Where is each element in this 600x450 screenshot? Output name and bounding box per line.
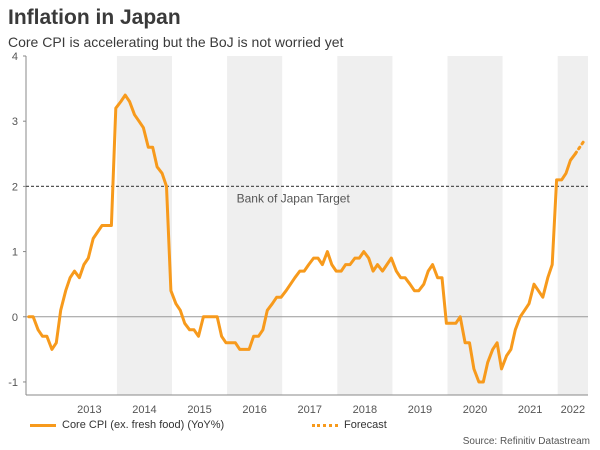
tick-labels: -1 0 1 2 3 4 2013 2014 2015 2016 2017 2018 2019 2020 2…: [8, 51, 585, 416]
year-band-2018: [337, 56, 393, 395]
year-band-2014: [116, 56, 173, 395]
legend-item-forecast: Forecast: [312, 419, 387, 431]
y-tick-label: -1: [8, 377, 18, 389]
x-tick-label: 2013: [77, 404, 101, 416]
x-tick-label: 2022: [561, 404, 585, 416]
reference-lines: Bank of Japan Target: [26, 185, 588, 318]
legend-item-core-cpi: Core CPI (ex. fresh food) (YoY%): [30, 419, 224, 431]
core-cpi-series-line: [27, 93, 577, 384]
x-tick-label: 2016: [242, 404, 266, 416]
x-tick-label: 2019: [408, 404, 432, 416]
y-tick-label: 0: [12, 312, 18, 324]
x-tick-label: 2014: [132, 404, 156, 416]
y-tick-label: 1: [12, 247, 18, 259]
x-tick-label: 2021: [518, 404, 542, 416]
year-band-2016: [227, 56, 283, 395]
chart-subtitle: Core CPI is accelerating but the BoJ is …: [8, 34, 344, 50]
forecast-series-line: [573, 139, 586, 156]
chart-title: Inflation in Japan: [8, 6, 181, 29]
axes: [23, 55, 588, 396]
y-tick-label: 2: [12, 181, 18, 193]
x-tick-label: 2017: [298, 404, 322, 416]
legend-label-core-cpi: Core CPI (ex. fresh food) (YoY%): [62, 419, 225, 431]
year-band-2020: [447, 56, 503, 395]
y-tick-label: 4: [12, 51, 18, 63]
x-tick-label: 2018: [353, 404, 377, 416]
legend-swatch-dotted: [312, 423, 338, 427]
legend-label-forecast: Forecast: [344, 419, 387, 431]
series-layer: [27, 93, 586, 384]
target-label: Bank of Japan Target: [237, 191, 351, 205]
source-note: Source: Refinitiv Datastream: [462, 436, 590, 447]
legend-swatch-solid: [30, 423, 56, 427]
year-shading-bands: [116, 56, 588, 395]
x-tick-label: 2015: [187, 404, 211, 416]
y-tick-label: 3: [12, 116, 18, 128]
x-tick-label: 2020: [463, 404, 487, 416]
year-band-2022: [557, 56, 588, 395]
